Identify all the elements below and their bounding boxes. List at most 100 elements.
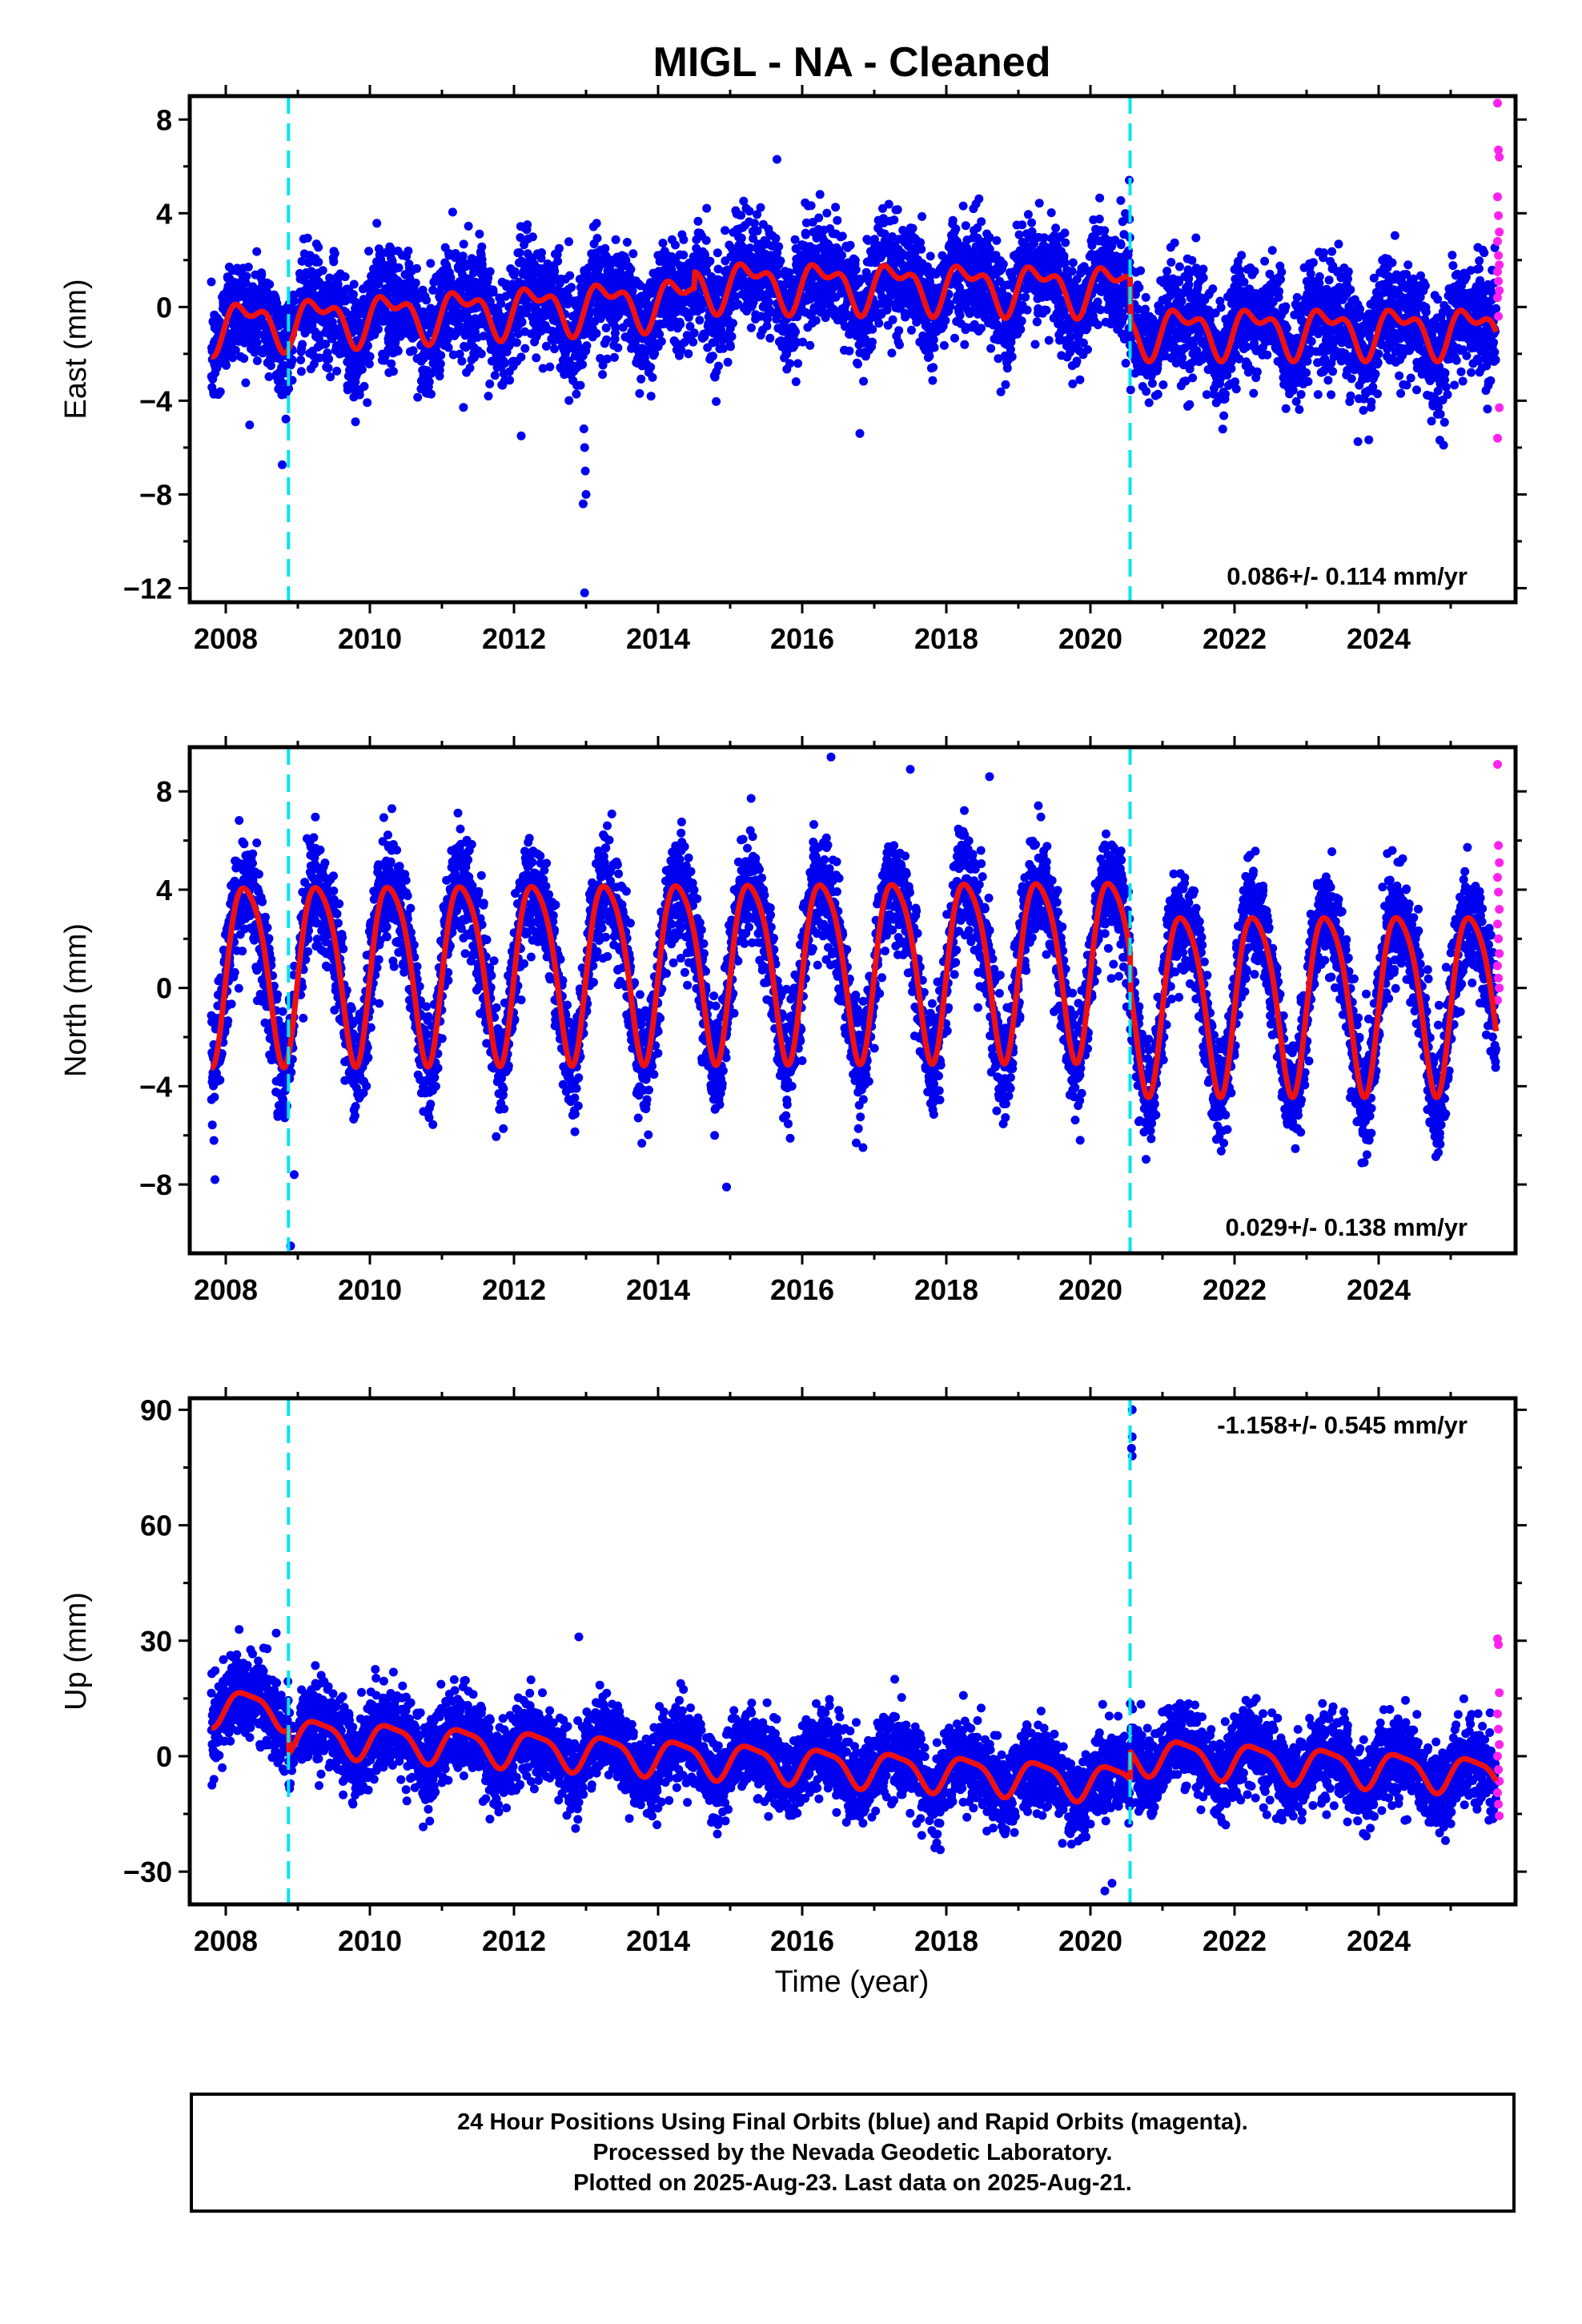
data-point bbox=[679, 250, 689, 259]
data-point bbox=[958, 201, 968, 211]
data-point bbox=[510, 267, 520, 276]
data-point bbox=[635, 388, 644, 398]
data-point bbox=[845, 240, 855, 250]
data-point bbox=[1144, 398, 1154, 408]
data-point bbox=[1034, 199, 1044, 208]
data-point bbox=[1184, 280, 1194, 289]
data-point bbox=[1187, 255, 1197, 265]
data-point bbox=[925, 352, 934, 361]
data-point bbox=[917, 211, 927, 221]
data-point bbox=[207, 277, 216, 287]
data-point bbox=[1141, 292, 1150, 302]
data-point bbox=[1007, 352, 1017, 361]
data-point bbox=[658, 239, 668, 247]
data-point bbox=[1033, 317, 1042, 327]
data-point bbox=[602, 335, 612, 344]
data-point bbox=[475, 229, 484, 239]
data-point bbox=[776, 256, 785, 266]
data-point bbox=[1027, 218, 1037, 227]
data-point bbox=[516, 352, 526, 362]
data-point bbox=[868, 324, 877, 334]
data-point bbox=[222, 360, 231, 370]
data-point bbox=[325, 273, 335, 283]
data-point bbox=[1061, 238, 1070, 247]
data-point bbox=[348, 290, 358, 300]
data-point bbox=[1060, 258, 1070, 267]
data-point bbox=[874, 319, 884, 328]
data-point bbox=[298, 340, 307, 349]
data-point bbox=[324, 354, 334, 364]
data-point bbox=[951, 224, 961, 234]
data-point bbox=[351, 297, 360, 307]
data-point bbox=[882, 305, 892, 315]
data-point bbox=[252, 356, 262, 365]
data-point bbox=[1001, 380, 1010, 389]
data-point bbox=[822, 208, 832, 218]
data-point bbox=[321, 340, 331, 349]
data-point bbox=[290, 296, 299, 306]
data-point bbox=[1162, 267, 1172, 275]
data-point bbox=[490, 371, 500, 380]
data-point bbox=[359, 381, 369, 391]
data-point bbox=[241, 378, 251, 388]
data-point bbox=[702, 203, 712, 213]
data-point bbox=[515, 247, 524, 257]
data-point bbox=[284, 384, 294, 393]
data-point bbox=[314, 243, 323, 252]
data-point bbox=[708, 352, 717, 361]
data-point bbox=[1118, 313, 1128, 323]
data-point bbox=[746, 323, 756, 332]
data-point bbox=[332, 366, 342, 376]
data-point bbox=[1017, 316, 1026, 326]
data-point bbox=[628, 249, 638, 259]
data-point bbox=[811, 316, 821, 325]
data-point bbox=[272, 299, 282, 308]
data-point bbox=[265, 279, 275, 289]
data-point bbox=[845, 346, 854, 356]
data-point bbox=[1030, 340, 1040, 349]
data-point bbox=[281, 414, 291, 424]
data-point bbox=[961, 221, 970, 231]
data-point bbox=[960, 340, 970, 349]
data-point bbox=[626, 264, 636, 274]
data-point bbox=[1044, 336, 1054, 345]
data-point bbox=[713, 248, 722, 258]
data-point bbox=[1170, 238, 1179, 247]
data-point bbox=[545, 362, 555, 372]
data-point bbox=[465, 364, 475, 372]
data-point bbox=[689, 328, 699, 338]
data-point bbox=[523, 220, 532, 230]
data-point bbox=[327, 317, 337, 327]
data-point bbox=[1023, 210, 1033, 219]
data-point bbox=[814, 213, 824, 223]
data-point bbox=[520, 344, 530, 353]
data-point bbox=[459, 239, 468, 249]
data-point bbox=[714, 361, 723, 371]
data-point bbox=[243, 263, 253, 271]
data-point bbox=[363, 398, 372, 408]
data-point bbox=[278, 460, 287, 469]
data-point bbox=[656, 336, 666, 346]
data-point bbox=[833, 215, 842, 225]
data-point bbox=[853, 360, 862, 369]
data-point bbox=[771, 234, 781, 243]
data-point bbox=[609, 352, 619, 362]
data-point bbox=[1022, 305, 1032, 315]
data-point bbox=[266, 361, 275, 371]
data-point bbox=[1134, 283, 1144, 292]
data-point bbox=[1093, 320, 1102, 330]
data-point bbox=[929, 363, 938, 372]
data-point bbox=[355, 390, 364, 400]
data-point bbox=[582, 341, 592, 351]
data-point bbox=[917, 244, 926, 254]
data-point bbox=[241, 278, 251, 287]
data-point bbox=[785, 359, 794, 368]
data-point bbox=[1094, 215, 1104, 223]
data-point bbox=[329, 257, 339, 267]
data-point bbox=[1136, 266, 1146, 275]
data-point bbox=[436, 351, 446, 360]
data-point bbox=[684, 349, 693, 359]
data-point bbox=[1174, 262, 1184, 271]
